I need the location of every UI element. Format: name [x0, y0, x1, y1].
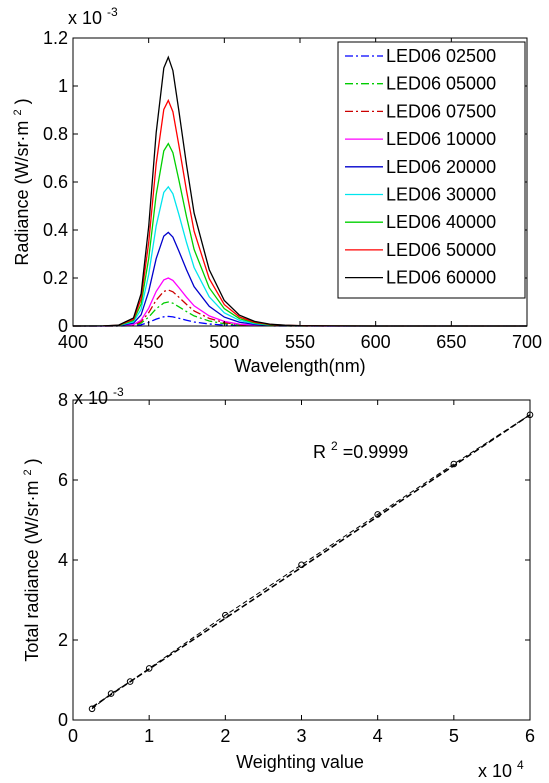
total-radiance-x-tick-label: 4: [373, 726, 383, 746]
legend-label-6: LED06 30000: [386, 185, 496, 205]
spectrum-x-axis-label: Wavelength(nm): [234, 356, 365, 376]
total-radiance-y-axis-label: Total radiance (W/sr·m 2 ): [15, 458, 42, 661]
total-radiance-x-tick-label: 1: [144, 726, 154, 746]
data-point: [107, 690, 115, 697]
total-radiance-y-tick-label: 8: [58, 390, 68, 410]
spectrum-y-tick-label: 0.2: [43, 268, 68, 288]
spectrum-y-axis-label-end: ): [12, 98, 32, 104]
spectrum-y-tick-label: 0.6: [43, 172, 68, 192]
total-radiance-y-exponent-base: x 10: [74, 388, 108, 408]
spectrum-x-tick-label: 450: [134, 332, 164, 352]
total-radiance-y-axis-label-sup: 2: [22, 469, 34, 475]
total-radiance-axis-ticks: 0 1 2 3 4 5 6 0 2 4 6 8: [58, 390, 535, 746]
legend-label-5: LED06 20000: [386, 157, 496, 177]
data-point: [145, 665, 153, 672]
data-point: [88, 705, 96, 713]
spectrum-y-exponent-base: x 10: [68, 8, 102, 28]
spectrum-x-tick-label: 600: [361, 332, 391, 352]
total-radiance-x-tick-label: 0: [68, 726, 78, 746]
spectrum-y-tick-label: 0.8: [43, 124, 68, 144]
data-point: [222, 611, 229, 619]
total-radiance-y-exponent-power: -3: [113, 385, 124, 399]
r-squared-base: R: [313, 442, 326, 462]
legend-label-7: LED06 40000: [386, 212, 496, 232]
legend-label-9: LED06 60000: [386, 268, 496, 288]
spectrum-y-axis-label-main: Radiance (W/sr·m: [12, 121, 32, 266]
spectrum-axis-ticks: 400 450 500 550 600 650 700 0 0.2 0.4 0.6 0.8 1 1.2: [43, 28, 542, 352]
total-radiance-x-exponent: x 10 4: [478, 758, 524, 781]
total-radiance-x-tick-label: 3: [296, 726, 306, 746]
total-radiance-y-tick-label: 2: [58, 630, 68, 650]
total-radiance-y-axis-label-main: Total radiance (W/sr·m: [22, 481, 42, 662]
fit-line: [91, 414, 531, 708]
total-radiance-x-exponent-power: 4: [517, 758, 524, 772]
spectrum-y-axis-label-sup: 2: [12, 109, 24, 115]
r-squared-sup: 2: [331, 439, 338, 453]
spectrum-y-tick-label: 0.4: [43, 220, 68, 240]
legend-label-3: LED06 07500: [386, 101, 496, 121]
legend-label-2: LED06 05000: [386, 74, 496, 94]
spectrum-x-tick-label: 700: [512, 332, 542, 352]
total-radiance-y-tick-label: 0: [58, 710, 68, 730]
data-point: [126, 678, 134, 685]
total-radiance-y-tick-label: 6: [58, 470, 68, 490]
total-radiance-x-tick-label: 5: [449, 726, 459, 746]
spectrum-y-tick-label: 1.2: [43, 28, 68, 48]
total-radiance-series-group: [88, 411, 534, 713]
spectrum-x-tick-label: 400: [58, 332, 88, 352]
r-squared-value: =0.9999: [343, 442, 409, 462]
data-point: [374, 511, 381, 518]
spectrum-legend: LED06 02500 LED06 05000 LED06 07500 LED06 1…: [337, 41, 526, 299]
legend-label-4: LED06 10000: [386, 129, 496, 149]
total-radiance-plot-frame: [72, 399, 531, 721]
spectrum-x-tick-label: 500: [209, 332, 239, 352]
total-radiance-y-tick-label: 4: [58, 550, 68, 570]
total-radiance-x-exponent-base: x 10: [478, 761, 512, 781]
spectrum-y-exponent: x 10 -3: [68, 5, 118, 28]
data-point: [298, 561, 305, 569]
spectrum-x-tick-label: 650: [436, 332, 466, 352]
legend-label-8: LED06 50000: [386, 240, 496, 260]
spectrum-series-line-1: [73, 315, 527, 327]
spectrum-y-tick-label: 0: [58, 316, 68, 336]
legend-label-1: LED06 02500: [386, 46, 496, 66]
legend-box: [337, 41, 526, 299]
data-line: [91, 414, 531, 710]
total-radiance-x-tick-label: 2: [220, 726, 230, 746]
total-radiance-y-exponent: x 10 -3: [74, 385, 124, 408]
spectrum-chart: 400 450 500 550 600 650 700 0 0.2 0.4 0.6 0.8 1 1.2 x…: [5, 5, 542, 376]
spectrum-y-exponent-power: -3: [107, 5, 118, 19]
r-squared-annotation: R 2 =0.9999: [313, 434, 408, 462]
total-radiance-x-tick-label: 6: [525, 726, 535, 746]
spectrum-y-axis-label: Radiance (W/sr·m 2 ): [5, 98, 32, 265]
total-radiance-x-axis-label: Weighting value: [236, 752, 364, 772]
total-radiance-y-axis-label-end: ): [22, 458, 42, 464]
data-point: [450, 460, 458, 468]
spectrum-y-tick-label: 1: [58, 76, 68, 96]
spectrum-x-tick-label: 550: [285, 332, 315, 352]
